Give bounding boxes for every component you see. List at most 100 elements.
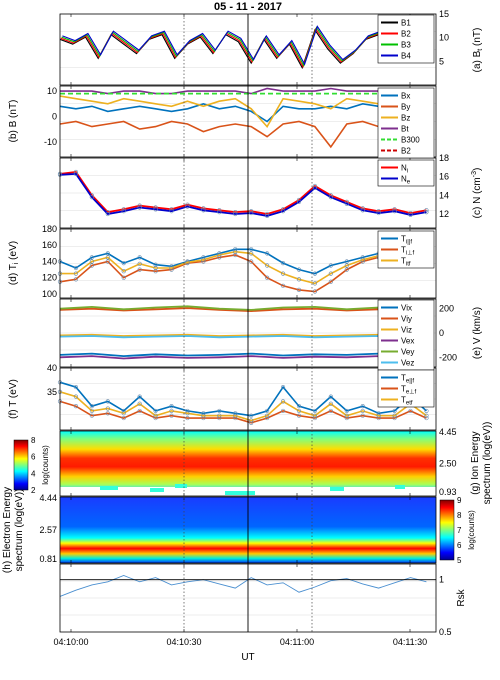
series-B4 xyxy=(62,25,433,66)
electron-colorbar xyxy=(439,499,455,561)
colorbar-tick-label: 8 xyxy=(31,436,36,445)
y-label-h-2: spectrum (log(eV)) xyxy=(14,489,25,572)
x-tick-label: 04:11:30 xyxy=(393,637,427,647)
series-Ti⊥f xyxy=(59,252,427,293)
series-point xyxy=(121,411,126,416)
series-point xyxy=(249,251,254,256)
series-point xyxy=(217,413,222,418)
series-point xyxy=(392,408,397,414)
series-point xyxy=(121,260,126,266)
series-point xyxy=(344,408,349,414)
series-point xyxy=(121,269,126,274)
colorbar-tick-label: 6 xyxy=(31,453,36,462)
series-point xyxy=(280,399,286,404)
series-By xyxy=(59,120,427,149)
legend-e xyxy=(377,299,435,371)
series-point xyxy=(169,265,174,271)
y-tick-label: 2.50 xyxy=(439,459,457,469)
y-tick-label: 0 xyxy=(52,111,57,121)
series-Bt xyxy=(60,87,427,95)
series-point xyxy=(137,261,142,267)
series-point xyxy=(137,401,142,406)
series-point xyxy=(265,408,270,414)
series-point xyxy=(217,210,222,215)
series-point xyxy=(424,208,429,213)
series-point xyxy=(249,413,254,418)
series-point xyxy=(376,210,381,216)
series-point xyxy=(280,260,286,266)
colorbar-label: log(counts) xyxy=(41,445,50,485)
ion-spectrogram-patch xyxy=(330,487,344,491)
y-label-g: (g) Ion Energy xyxy=(470,431,481,494)
series-Ne xyxy=(59,172,427,217)
series-point xyxy=(73,277,79,282)
colorbar-label: log(counts) xyxy=(467,510,476,550)
series-point xyxy=(360,257,365,262)
y-label-h: (h) Electron Energy xyxy=(2,487,13,573)
series-point xyxy=(105,251,110,256)
series-Vez xyxy=(59,335,427,339)
series-point xyxy=(344,267,349,272)
series-point xyxy=(328,195,333,200)
series-point xyxy=(137,255,142,260)
y-tick-label: 4.45 xyxy=(439,427,457,437)
x-tick-label: 04:11:00 xyxy=(280,637,314,647)
series-point xyxy=(217,408,222,414)
series-point xyxy=(344,413,349,418)
series-point xyxy=(265,413,270,418)
series-point xyxy=(312,289,318,294)
series-point xyxy=(121,209,126,214)
series-point xyxy=(392,209,397,214)
legend-label: Bt xyxy=(401,125,409,134)
y-tick-label: 4.44 xyxy=(39,493,57,503)
series-point xyxy=(360,413,365,418)
series-Bz xyxy=(59,95,427,128)
series-point xyxy=(89,413,94,418)
series-Vex xyxy=(59,355,427,360)
y-tick-label: 160 xyxy=(42,240,57,250)
series-point xyxy=(89,259,94,264)
series-point xyxy=(344,263,349,268)
series-point xyxy=(249,418,254,423)
legend-label: Ne xyxy=(401,175,411,186)
y-label-b: (b) B (nT) xyxy=(8,100,19,143)
series-point xyxy=(153,262,158,267)
series-Ni xyxy=(59,171,427,215)
series-point xyxy=(312,408,318,414)
legend-label: Vey xyxy=(401,348,414,357)
series-point xyxy=(296,404,302,409)
legend-label: Bz xyxy=(401,114,410,123)
series-point xyxy=(89,404,94,409)
series-point xyxy=(217,252,222,258)
legend-label: B2 xyxy=(401,147,411,156)
series-point xyxy=(328,401,333,406)
ion-spectrogram-patch xyxy=(150,488,164,492)
series-point xyxy=(73,384,79,390)
series-point xyxy=(89,255,94,260)
series-point xyxy=(392,413,397,418)
series-point xyxy=(169,404,174,409)
series-point xyxy=(408,408,413,414)
colorbar-tick-label: 7 xyxy=(457,526,462,535)
series-point xyxy=(169,209,174,214)
series-point xyxy=(121,275,126,280)
y-tick-label: 10 xyxy=(47,86,57,96)
series-point xyxy=(328,279,333,284)
colorbar-tick-label: 8 xyxy=(457,511,462,520)
series-point xyxy=(73,171,79,176)
chart-title: 05 - 11 - 2017 xyxy=(214,1,282,13)
y-tick-label: 0.81 xyxy=(39,554,57,564)
legend-label: Viz xyxy=(401,326,412,335)
y-tick-label: 180 xyxy=(42,224,57,234)
ion-spectrogram-patch xyxy=(175,484,187,488)
colorbar-tick-label: 2 xyxy=(31,486,36,495)
series-B2 xyxy=(60,27,431,69)
colorbar-tick-label: 9 xyxy=(457,496,462,505)
legend-label: B300 xyxy=(401,136,420,145)
ion-spectrogram-patch xyxy=(100,486,118,490)
series-point xyxy=(360,208,365,213)
colorbar-tick-label: 5 xyxy=(457,556,462,565)
y-tick-label: 200 xyxy=(439,304,454,314)
series-point xyxy=(73,404,79,409)
